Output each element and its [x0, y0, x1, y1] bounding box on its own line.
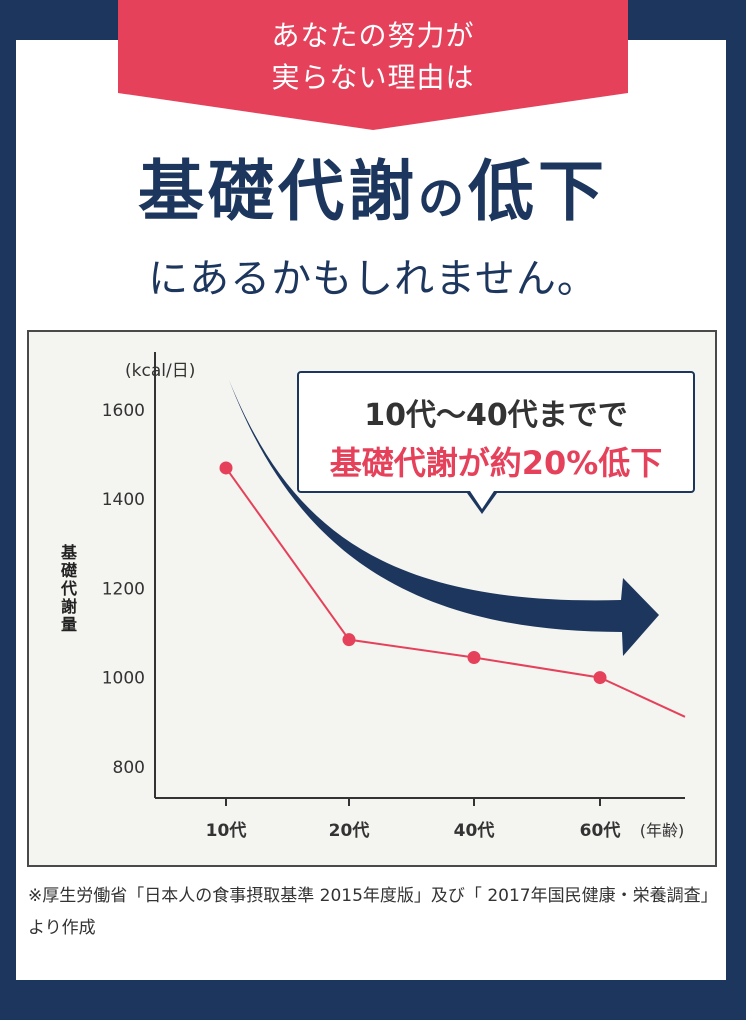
y-axis-title-char: 代 — [60, 579, 77, 598]
y-tick-label: 1200 — [102, 579, 145, 599]
y-tick-label: 1000 — [102, 669, 145, 689]
y-axis-title-char: 礎 — [60, 561, 78, 580]
banner-line-1: あなたの努力が — [271, 19, 475, 52]
headline-end: 低下 — [468, 153, 608, 230]
data-point — [342, 633, 356, 647]
y-axis-title-char: 量 — [61, 615, 77, 634]
chart-panel: (kcal/日) 1600 1400 1200 1000 800 基礎代謝量 10代 20代 40… — [27, 330, 717, 867]
source-footnote: ※厚生労働省「日本人の食事摂取基準 2015年度版」及び「 2017年国民健康・… — [28, 886, 718, 938]
callout-line-1: 10代〜40代までで — [364, 398, 628, 433]
data-point — [467, 651, 481, 665]
data-point — [593, 671, 607, 685]
x-tick-label: 10代 — [206, 820, 247, 841]
trend-arrow — [229, 380, 659, 656]
callout-box — [297, 371, 695, 493]
headline-particle: の — [418, 171, 468, 225]
data-point — [219, 461, 233, 475]
subheadline: にあるかもしれません。 — [148, 256, 598, 302]
callout-tail — [470, 491, 494, 509]
y-tick-label: 1400 — [102, 490, 145, 510]
y-tick-label: 800 — [113, 758, 145, 778]
x-tick-label: 20代 — [329, 820, 370, 841]
y-axis-title-char: 基 — [60, 543, 78, 562]
x-tick-label: 60代 — [580, 820, 621, 841]
headline-main: 基礎代謝 — [138, 153, 418, 230]
x-tick-label: 40代 — [454, 820, 495, 841]
x-unit-label: (年齢) — [640, 821, 685, 840]
y-unit-label: (kcal/日) — [125, 361, 195, 381]
headline: 基礎代謝の低下 — [0, 138, 746, 234]
banner-line-2: 実らない理由は — [271, 61, 475, 94]
y-axis-title-char: 謝 — [61, 597, 77, 616]
callout-line-2: 基礎代謝が約20%低下 — [329, 444, 663, 482]
y-tick-label: 1600 — [102, 401, 145, 421]
